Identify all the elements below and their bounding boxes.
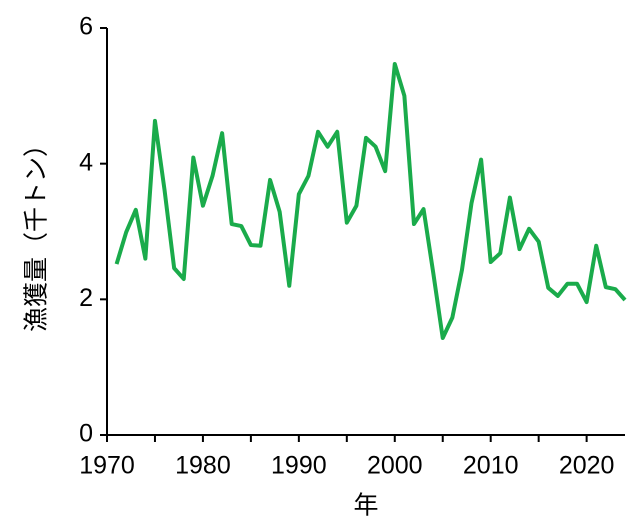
y-tick-label: 0 xyxy=(79,420,93,448)
y-axis-label: 漁獲量（千トン） xyxy=(23,132,51,332)
x-tick-label: 1990 xyxy=(271,452,327,480)
data-line xyxy=(114,61,627,340)
x-tick-label: 1970 xyxy=(79,452,135,480)
y-tick-label: 6 xyxy=(79,13,93,41)
x-tick-label: 2020 xyxy=(559,452,615,480)
y-tick-label: 4 xyxy=(79,148,93,176)
y-tick-label: 2 xyxy=(79,284,93,312)
x-tick-label: 2010 xyxy=(463,452,519,480)
x-axis-label: 年 xyxy=(353,492,378,520)
x-tick-label: 1980 xyxy=(175,452,231,480)
x-tick-label: 2000 xyxy=(367,452,423,480)
